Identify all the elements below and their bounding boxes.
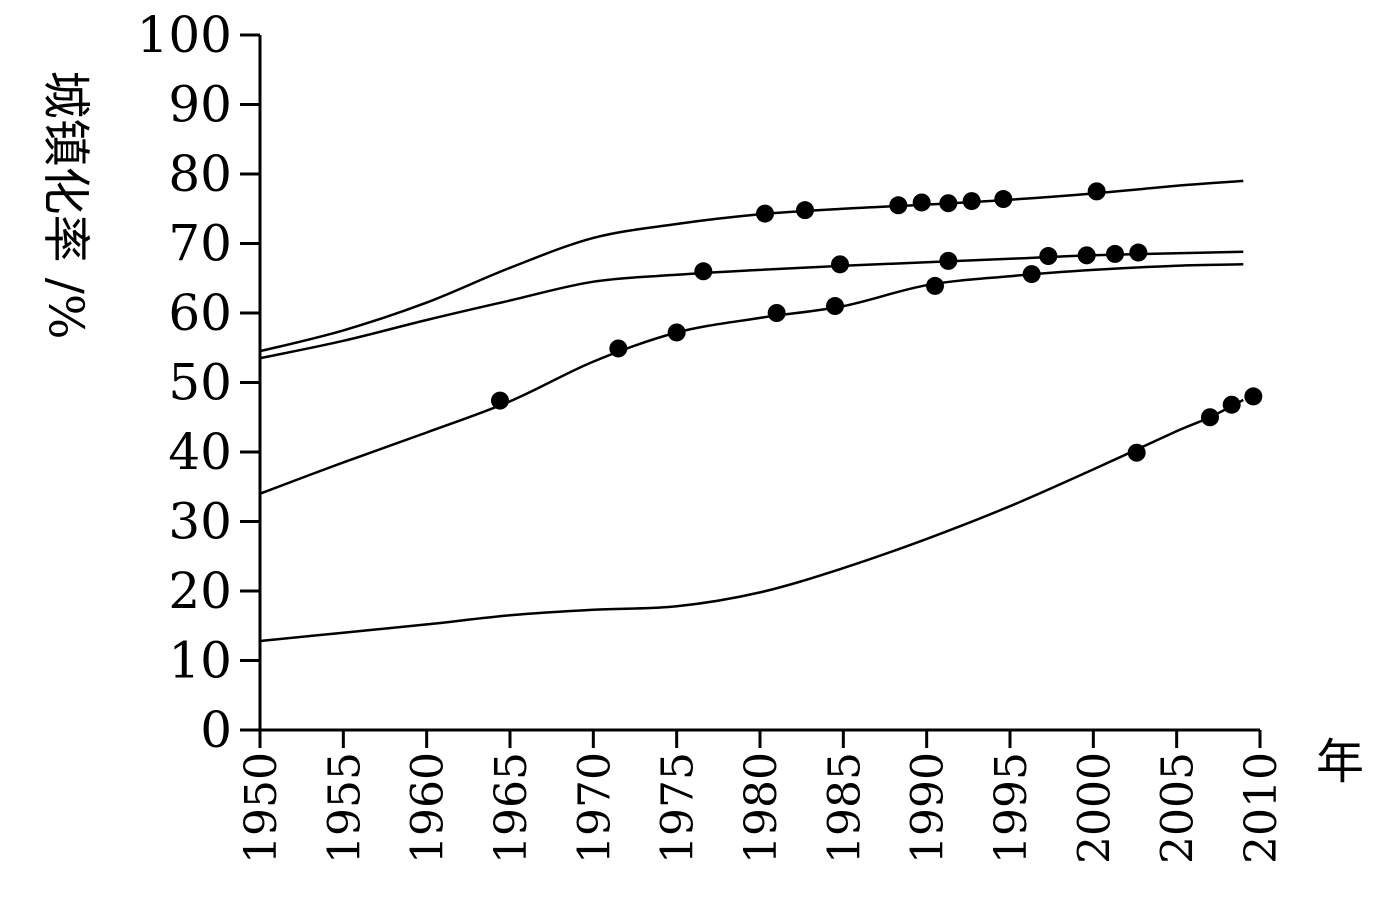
y-tick-label: 90 — [168, 76, 232, 134]
data-point — [667, 323, 686, 342]
data-point — [939, 251, 958, 270]
data-point — [1087, 182, 1106, 201]
x-tick-label: 1960 — [403, 752, 454, 864]
x-tick-label: 2000 — [1069, 752, 1120, 864]
x-tick-label: 1995 — [986, 752, 1037, 864]
data-point — [939, 194, 958, 213]
data-point — [694, 262, 713, 281]
x-tick-label: 2010 — [1236, 752, 1287, 864]
data-point — [491, 391, 509, 410]
data-point — [767, 304, 786, 322]
x-tick-label: 2005 — [1153, 752, 1204, 864]
x-tick-label: 1955 — [319, 752, 370, 864]
y-tick-labels: 0 10 20 30 40 50 60 70 80 90 100 — [137, 6, 232, 759]
data-point — [994, 190, 1013, 209]
data-point — [1077, 246, 1096, 265]
data-point — [1244, 387, 1263, 406]
y-tick-label: 20 — [168, 562, 232, 620]
y-axis-title: 城镇化率 /% — [38, 70, 94, 339]
data-point — [962, 192, 981, 211]
series-line-4 — [259, 398, 1244, 643]
x-tick-label: 1965 — [486, 752, 537, 864]
y-tick-label: 50 — [168, 354, 232, 412]
series-markers — [491, 182, 1263, 462]
data-point — [796, 201, 814, 220]
x-tick-label: 1950 — [236, 752, 287, 864]
data-point — [831, 255, 849, 274]
data-point — [912, 193, 931, 212]
data-point — [756, 204, 774, 223]
data-point — [609, 339, 628, 358]
y-tick-label: 70 — [168, 215, 232, 273]
x-axis-title: 年 — [1316, 734, 1364, 790]
x-tick-label: 1975 — [653, 752, 704, 864]
x-tick-labels: 1950 1955 1960 1965 1970 1975 1980 1985 1990 1995… — [236, 752, 1287, 864]
y-axis-title-text: 城镇化率 /% — [38, 70, 94, 339]
y-tick-label: 60 — [168, 284, 232, 342]
y-tick-label: 0 — [200, 701, 232, 759]
data-point — [1222, 395, 1241, 414]
data-point — [1106, 244, 1124, 263]
x-tick-label: 1990 — [903, 752, 954, 864]
data-point — [1022, 265, 1041, 284]
data-point — [1129, 243, 1148, 262]
data-point — [1039, 247, 1058, 266]
y-tick-label: 100 — [137, 6, 232, 64]
x-tick-label: 1980 — [736, 752, 787, 864]
series-line-3 — [259, 263, 1244, 495]
y-tick-label: 80 — [168, 145, 232, 203]
y-tick-label: 30 — [168, 493, 232, 551]
data-point — [1201, 408, 1219, 427]
series-lines — [259, 179, 1244, 643]
data-point — [926, 276, 944, 295]
x-tick-label: 1970 — [569, 752, 620, 864]
data-point — [889, 196, 908, 215]
data-point — [1127, 443, 1146, 462]
axes — [240, 33, 1262, 748]
y-tick-label: 40 — [168, 423, 232, 481]
data-point — [826, 297, 844, 316]
x-tick-label: 1985 — [819, 752, 870, 864]
y-tick-label: 10 — [168, 632, 232, 690]
series-line-2 — [259, 250, 1244, 360]
